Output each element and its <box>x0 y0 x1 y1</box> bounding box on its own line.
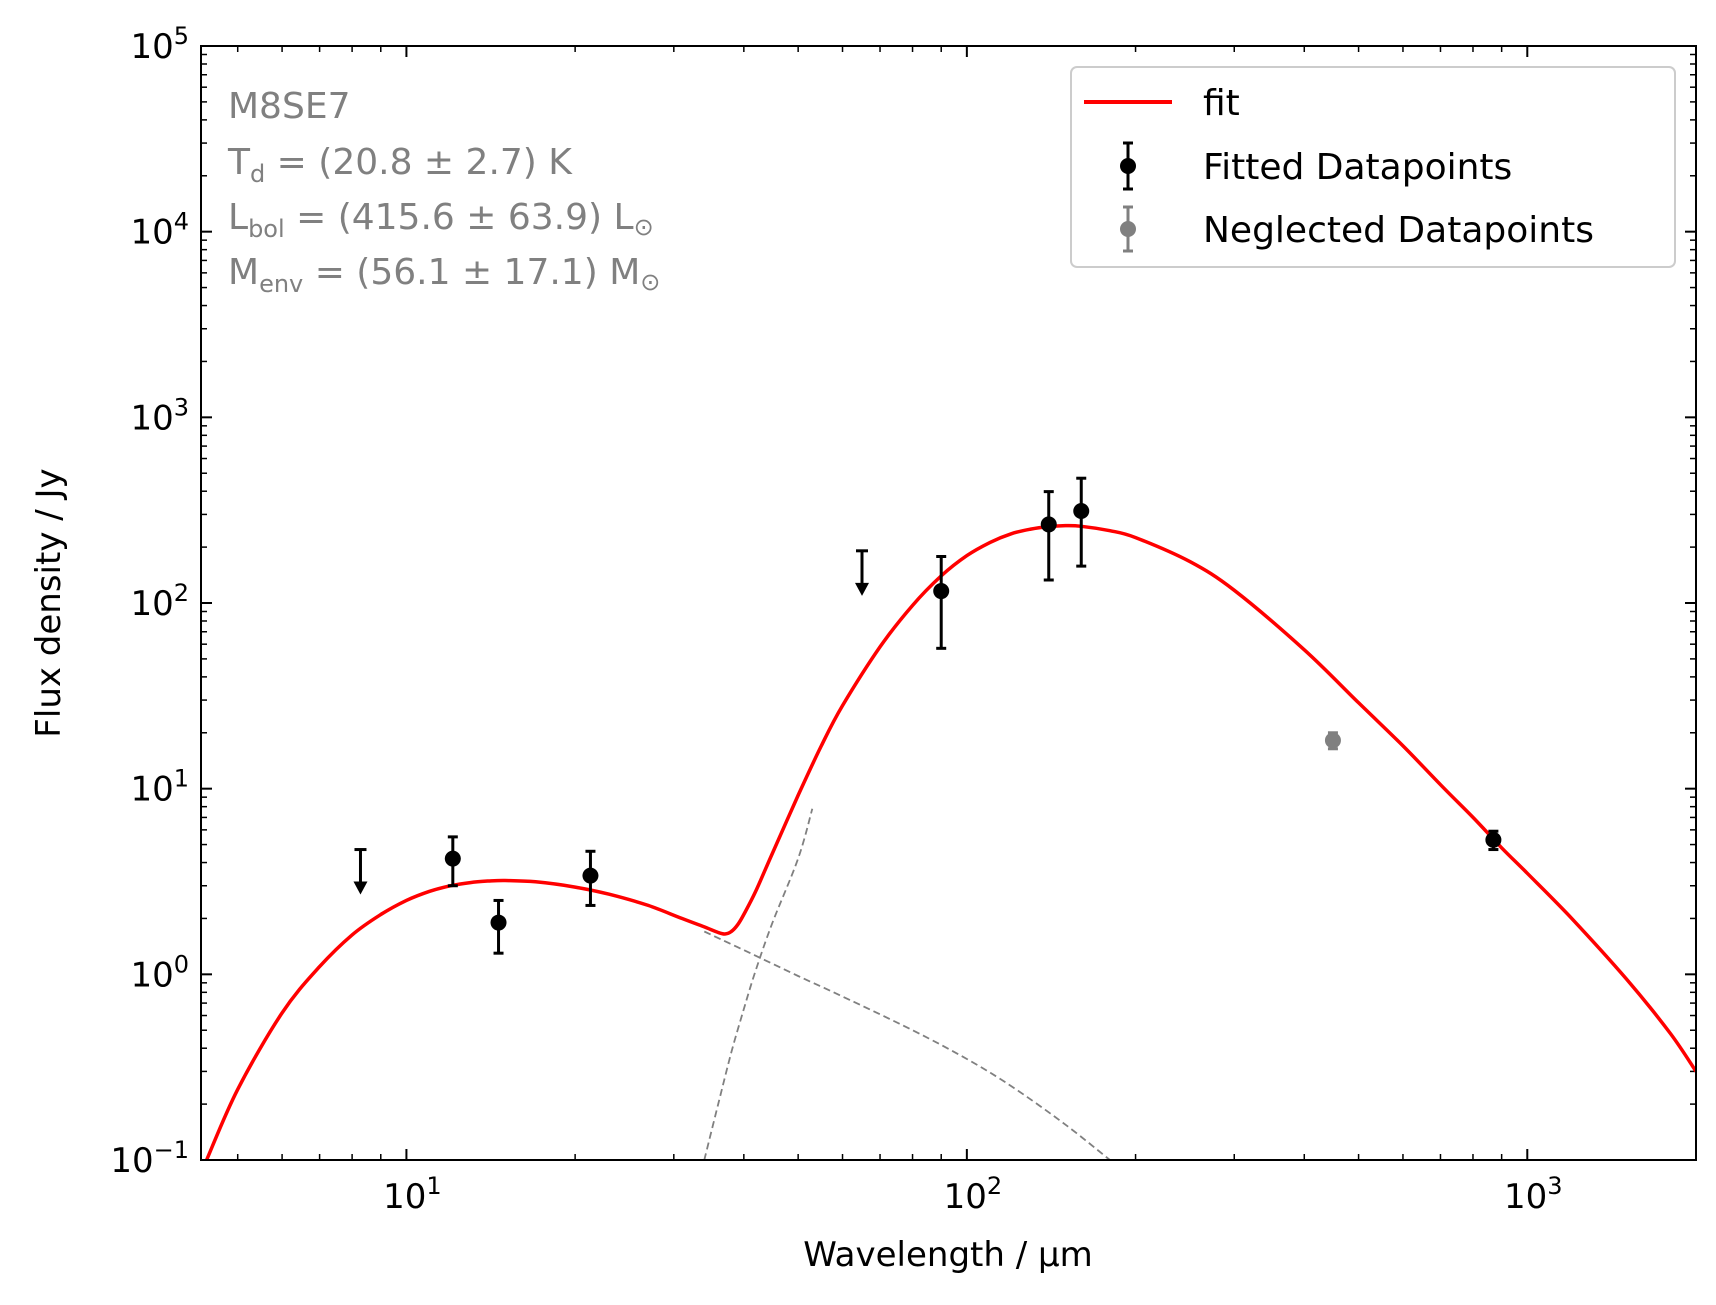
y-tick-label: 104 <box>130 208 189 253</box>
upper-limit-arrowhead <box>353 881 368 895</box>
series-layer <box>204 523 1696 1160</box>
legend-fit-label: fit <box>1203 83 1240 124</box>
fitted-datapoint <box>933 555 950 650</box>
y-axis-label: Flux density / Jy <box>29 468 69 737</box>
component-curve <box>703 808 814 1160</box>
data-marker <box>444 850 461 867</box>
fitted-datapoint <box>582 849 599 907</box>
dust-temperature: Td = (20.8 ± 2.7) K <box>227 142 573 188</box>
points-layer <box>353 476 1502 955</box>
fit-annotation: M8SE7 Td = (20.8 ± 2.7) K Lbol = (415.6 … <box>227 86 660 298</box>
x-tick-label: 102 <box>944 1172 1003 1217</box>
axes-frame <box>200 45 1697 1161</box>
data-marker <box>582 867 599 884</box>
y-tick-label: 101 <box>130 765 189 810</box>
legend-fitted-label: Fitted Datapoints <box>1203 147 1512 188</box>
fitted-datapoint <box>1040 490 1057 582</box>
data-marker <box>490 914 507 931</box>
y-tick-label: 105 <box>130 22 189 67</box>
legend-box <box>1070 66 1676 268</box>
y-tick-label: 102 <box>130 579 189 624</box>
legend-neglected-label: Neglected Datapoints <box>1203 210 1594 251</box>
y-tick-label: 100 <box>130 950 189 995</box>
legend: fit Fitted Datapoints Neglected Datapoin… <box>1070 66 1676 268</box>
tick-labels: 101 102 103 10−1 100 101 102 103 104 105 <box>110 22 1562 1217</box>
x-tick-label: 101 <box>383 1172 442 1217</box>
data-marker <box>933 583 950 600</box>
data-marker <box>1040 516 1057 533</box>
y-tick-label: 10−1 <box>110 1136 189 1181</box>
x-axis-label: Wavelength / μm <box>803 1235 1093 1275</box>
upper-limit-point <box>855 549 870 596</box>
fit-curve <box>204 523 1696 1160</box>
upper-limit-arrowhead <box>855 582 870 596</box>
plot-area <box>204 523 1696 1160</box>
legend-neglected-marker <box>1120 205 1136 253</box>
fitted-datapoint <box>1073 476 1090 568</box>
neglected-datapoint <box>1324 731 1341 751</box>
fitted-datapoint <box>1485 829 1502 852</box>
y-tick-label: 103 <box>130 393 189 438</box>
data-marker <box>1324 732 1341 749</box>
bolometric-luminosity: Lbol = (415.6 ± 63.9) L⊙ <box>228 197 654 243</box>
source-name: M8SE7 <box>228 86 350 127</box>
data-marker <box>1073 502 1090 519</box>
fitted-datapoint <box>444 835 461 888</box>
component-curve <box>703 930 1111 1160</box>
x-tick-label: 103 <box>1504 1172 1563 1217</box>
data-marker <box>1485 831 1502 848</box>
envelope-mass: Menv = (56.1 ± 17.1) M⊙ <box>228 252 660 298</box>
fitted-datapoint <box>490 898 507 955</box>
legend-fitted-marker <box>1120 141 1136 191</box>
upper-limit-point <box>353 848 368 895</box>
